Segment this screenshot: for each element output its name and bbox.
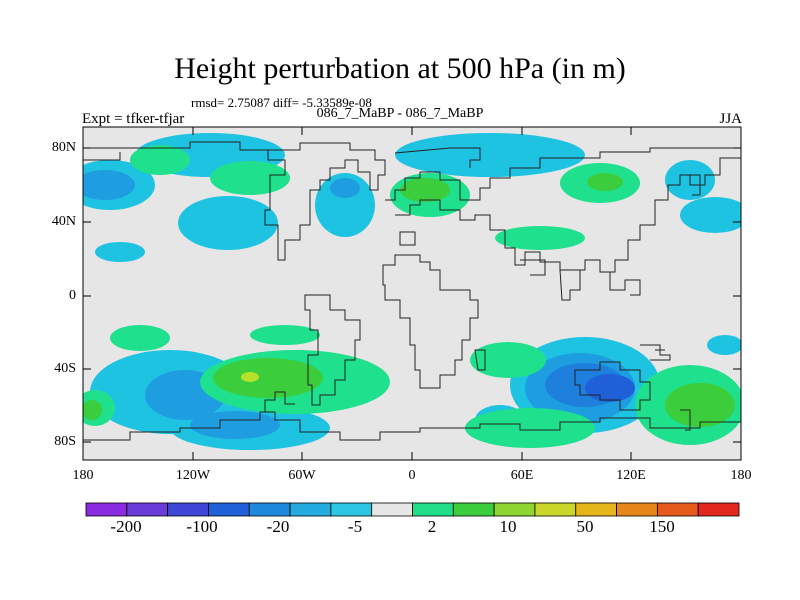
south-america-outline (304, 294, 361, 406)
lat-label-40n: 40N (51, 214, 76, 229)
lat-label-80n: 80N (51, 140, 76, 155)
colorbar (85, 502, 740, 517)
colorbar-swatch (85, 502, 128, 517)
anomaly-light-green (250, 325, 320, 345)
anomaly-green (587, 173, 623, 191)
colorbar-swatch (289, 502, 332, 517)
anomaly-light-blue (680, 197, 741, 233)
north-america-outline (140, 141, 386, 261)
anomaly-light-blue (395, 133, 585, 177)
anomaly-light-green (495, 226, 585, 250)
indonesia-outline (640, 344, 671, 361)
anomaly-light-blue (95, 242, 145, 262)
colorbar-swatch (248, 502, 291, 517)
colorbar-swatch (412, 502, 454, 517)
colorbar-label: -20 (266, 517, 290, 536)
colorbar-label: -5 (347, 517, 363, 536)
anomaly-blue (190, 411, 280, 439)
colorbar-swatch (534, 502, 577, 517)
anomaly-light-green (130, 145, 190, 175)
colorbar-swatch (452, 502, 495, 517)
africa-outline (382, 254, 479, 389)
colorbar-label: 2 (427, 517, 437, 536)
anomaly-green (83, 400, 102, 420)
anomaly-light-green (110, 325, 170, 351)
anomaly-yellow-green (241, 372, 259, 382)
anomaly-blue (83, 170, 135, 200)
anomaly-light-green (470, 342, 546, 378)
continent-outlines (83, 141, 741, 441)
new-zealand-outline (680, 409, 691, 431)
anomaly-blue (330, 178, 360, 198)
colorbar-label: -200 (110, 517, 142, 536)
lon-label-120e: 120E (616, 468, 646, 483)
colorbar-label: 50 (576, 517, 594, 536)
anomaly-light-blue (178, 196, 278, 250)
experiment-label: Expt = tfker-tfjar (82, 111, 185, 127)
anomaly-light-green (210, 161, 290, 195)
anomaly-green (400, 178, 450, 202)
india-outline (559, 269, 581, 301)
colorbar-swatch (493, 502, 536, 517)
lon-label-60w: 60W (288, 468, 316, 483)
southeast-asia-outline (600, 271, 641, 296)
lon-label-0: 0 (408, 468, 416, 483)
colorbar-swatch (371, 502, 413, 517)
anomaly-green (665, 383, 735, 427)
colorbar-swatch (330, 502, 373, 517)
colorbar-swatch (167, 502, 209, 517)
arabia-outline (520, 259, 546, 276)
colorbar-swatch (656, 502, 699, 517)
lat-label-40s: 40S (54, 361, 76, 376)
madagascar-outline (474, 349, 486, 371)
caspian-outline (399, 231, 416, 246)
lon-label-180w: 180 (72, 468, 94, 483)
colorbar-swatch (208, 502, 250, 517)
colorbar-swatch (126, 502, 169, 517)
kamchatka-outline (690, 174, 701, 196)
greenland-outline (394, 147, 481, 168)
antarctica-outline (83, 411, 741, 441)
australia-outline (574, 361, 651, 411)
anomaly-green (213, 358, 323, 398)
anomaly-light-blue (707, 335, 741, 355)
lat-label-0: 0 (69, 288, 76, 303)
colorbar-label: 150 (649, 517, 675, 536)
colorbar-label: 10 (499, 517, 517, 536)
colorbar-swatch (616, 502, 658, 517)
case-label: 086_7_MaBP - 086_7_MaBP (316, 106, 484, 121)
canada-outline (83, 147, 140, 161)
colorbar-swatch (575, 502, 617, 517)
plot-title: Height perturbation at 500 hPa (in m) (174, 52, 626, 85)
lat-label-80s: 80S (54, 434, 76, 449)
antarctic-peninsula-outline (264, 391, 295, 412)
season-label: JJA (719, 111, 742, 127)
anomaly-light-blue (315, 173, 375, 237)
tick-marks (83, 127, 741, 460)
anomaly-deep-blue (585, 374, 635, 402)
stats-text: rmsd= 2.75087 diff= -5.33589e-08 (191, 95, 372, 110)
anomaly-light-green (465, 408, 595, 448)
lon-label-180e: 180 (730, 468, 752, 483)
lon-label-60e: 60E (510, 468, 534, 483)
colorbar-swatch (697, 502, 740, 517)
lon-label-120w: 120W (175, 468, 211, 483)
colorbar-label: -100 (186, 517, 218, 536)
